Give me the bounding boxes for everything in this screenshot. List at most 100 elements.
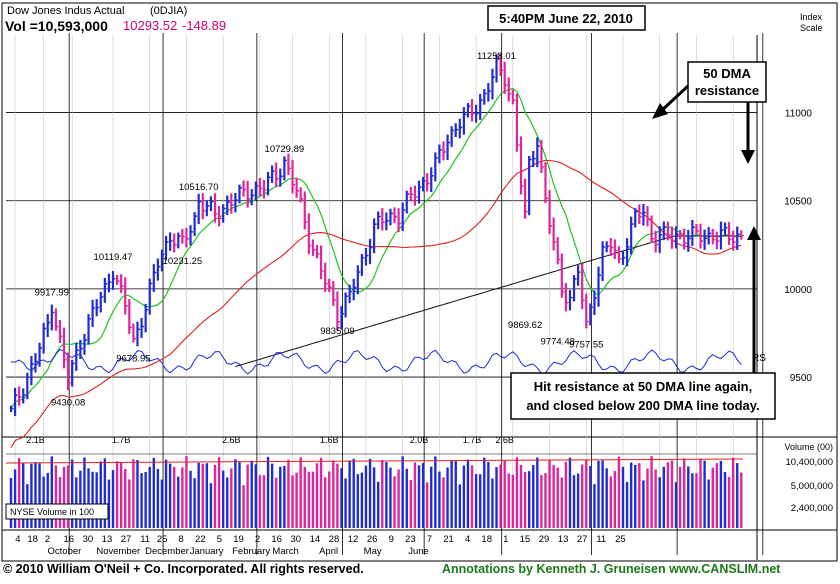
price-label: 9678.95 [116,354,150,365]
month-label: December [145,546,189,557]
resistance-callout-box [510,372,776,420]
chart-title: Dow Jones Indus Actual [7,5,124,17]
x-tick-label: 28 [329,534,340,545]
index-scale-label-2: Scale [800,23,823,33]
price-labels: 9917.99 9430.08 10119.47 9678.95 10516.70 102… [35,51,604,408]
resistance-arrowhead-up [747,226,761,240]
x-tick-label: 18 [27,534,38,545]
x-tick-label: 11 [596,534,606,545]
ma-200day-line [235,235,742,368]
y-tick-label: 10000 [784,285,812,296]
price-label: 9757.55 [569,340,603,351]
price-label: 10119.47 [94,252,133,263]
dma50-callout-box [687,61,767,103]
month-label: February [232,546,270,557]
x-tick-label: 9 [389,534,394,545]
price-label: 9835.09 [320,326,354,337]
x-tick-label: 11 [140,534,150,545]
price-change: -148.89 [182,18,226,33]
volume-peak-label: 2.0B [410,435,429,445]
x-tick-label: 8 [179,534,184,545]
dma50-arrow-left [658,84,690,114]
x-tick-label: 30 [290,534,301,545]
volume-legend-box [5,503,109,520]
month-label: May [364,546,382,557]
last-price: 10293.52 [123,18,177,33]
price-label: 10231.25 [163,256,203,267]
volume-average-line [5,458,744,464]
index-scale-label-1: Index [800,12,823,22]
price-label: 9917.99 [35,287,69,298]
x-tick-label: 16 [271,534,282,545]
volume-legend: NYSE Volume in 100 [10,507,94,517]
rs-label: RS [752,353,766,364]
ma-50day-line [10,159,742,448]
resistance-callout-line1: Hit resistance at 50 DMA line again, [534,379,752,394]
dma50-arrowhead-down [741,150,755,164]
x-tick-label: 16 [63,534,74,545]
volume-peak-label: 1.7B [463,435,482,445]
x-tick-label: 26 [367,534,378,545]
month-label: April [319,546,338,557]
price-label: 9774.48 [541,337,575,348]
moving-averages [10,87,742,448]
x-tick-label: 19 [233,534,244,545]
volume-tick-label: 5,000,000 [791,481,833,492]
footer-copyright: © 2010 William O'Neil + Co. Incorporated… [3,562,364,576]
rs-line [11,348,742,375]
volume-readout: Vol =10,593,000 [5,18,108,34]
x-tick-label: 23 [405,534,416,545]
volume-tick-label: 2,400,000 [791,503,833,514]
x-tick-label: 15 [520,534,531,545]
x-tick-label: 5 [217,534,222,545]
x-tick-label: 13 [102,534,113,545]
month-label: March [272,546,298,557]
y-tick-label: 10500 [784,197,812,208]
timestamp-box [487,5,646,31]
x-tick-label: 21 [443,534,454,545]
volume-peak-label: 2.6B [222,435,241,445]
volume-axis-title: Volume (00) [784,442,833,452]
x-tick-label: 27 [121,534,132,545]
price-label: 9869.62 [508,320,542,331]
month-label: January [190,546,224,557]
dma50-callout-line2: resistance [695,83,759,98]
axis-labels: 9500 10000 10500 11000 RS Volume (00) 10,400,0… [15,109,833,557]
x-tick-label: 25 [157,534,168,545]
month-label: October [48,546,82,557]
x-tick-label: 13 [558,534,569,545]
price-bars [9,53,744,417]
price-label: 11258.01 [477,51,516,62]
price-label: 10516.70 [179,182,219,193]
volume-peak-label: 2.1B [26,435,45,445]
volume-peak-label: 1.7B [112,435,131,445]
x-tick-label: 12 [348,534,359,545]
dma50-callout-line1: 50 DMA [703,66,751,81]
price-label: 9430.08 [51,397,85,408]
x-tick-label: 27 [577,534,588,545]
month-label: November [96,546,140,557]
volume-peak-label: 1.6B [320,435,339,445]
x-tick-label: 1 [503,534,508,545]
x-tick-label: 4 [15,534,20,545]
ma-short-line [10,87,742,410]
x-tick-label: 29 [539,534,550,545]
volume-tick-label: 10,400,000 [785,457,833,468]
y-tick-label: 9500 [790,373,813,384]
x-tick-label: 4 [465,534,470,545]
x-tick-label: 14 [310,534,321,545]
x-tick-label: 18 [481,534,492,545]
x-tick-label: 25 [615,534,626,545]
timestamp: 5:40PM June 22, 2010 [499,11,633,26]
x-tick-label: 30 [83,534,94,545]
footer-credit: Annotations by Kenneth J. Gruneisen www.… [442,562,781,576]
x-tick-label: 7 [427,534,432,545]
month-label: June [408,546,429,557]
x-tick-label: 22 [195,534,206,545]
price-label: 10729.89 [265,144,305,155]
x-tick-label: 2 [45,534,50,545]
x-tick-label: 2 [255,534,260,545]
volume-peak-label: 2.6B [495,435,514,445]
ticker-symbol: (0DJIA) [150,5,187,17]
